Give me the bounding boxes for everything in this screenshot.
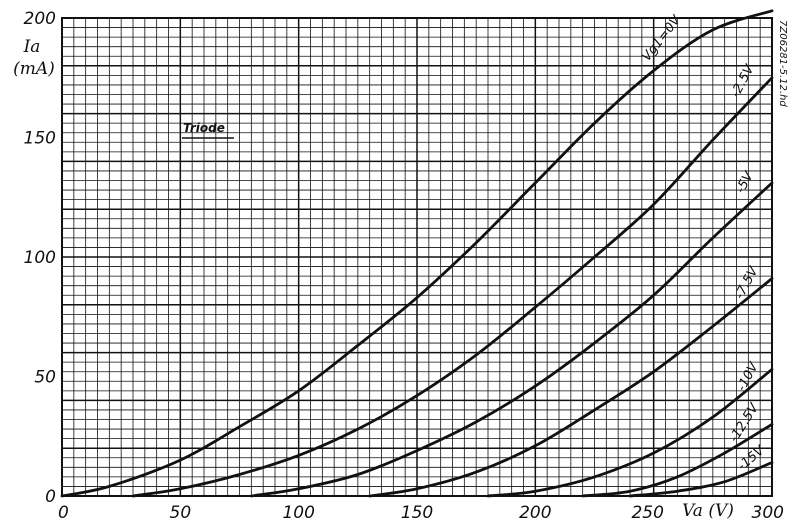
chart-title: Triode: [183, 121, 225, 135]
series-curve: [368, 277, 774, 498]
x-tick-label: 0: [58, 503, 69, 523]
x-axis-title: Va (V): [682, 501, 734, 521]
x-tick-label: 150: [401, 503, 433, 523]
y-tick-label: 100: [24, 248, 56, 268]
series-curve: [60, 9, 774, 498]
curve-labels: Vg1=0V-2.5V-5V-7.5V-10V-12.5V-15V: [639, 12, 768, 474]
x-tick-labels: 0 50 100 150 200 250 300: [58, 503, 784, 523]
x-tick-label: 200: [519, 503, 551, 523]
series-curve: [249, 181, 774, 498]
series-curve: [486, 367, 774, 498]
x-tick-label: 100: [282, 503, 314, 523]
series-curve: [581, 422, 774, 498]
series-curve: [131, 76, 774, 498]
x-tick-label: 50: [170, 503, 192, 523]
y-axis-unit: (mA): [13, 59, 55, 79]
y-tick-label: 200: [24, 9, 56, 29]
series-curve: [628, 461, 774, 498]
y-tick-label: 50: [34, 368, 56, 388]
y-tick-labels: 0 50 100 150 200: [24, 9, 56, 507]
x-tick-label: 300: [752, 503, 784, 523]
y-tick-label: 0: [45, 487, 56, 507]
y-axis-title: Ia: [23, 37, 41, 57]
curve-label: -10V: [734, 359, 762, 394]
plot-frame: [61, 17, 773, 497]
curves: [60, 9, 774, 498]
figure-code: 7Z06281-5.12.hd: [777, 20, 788, 107]
x-tick-label: 250: [631, 503, 663, 523]
grid: [61, 17, 773, 497]
plot-border: [61, 17, 773, 497]
y-tick-label: 150: [24, 129, 56, 149]
curve-label: -15V: [735, 442, 769, 474]
